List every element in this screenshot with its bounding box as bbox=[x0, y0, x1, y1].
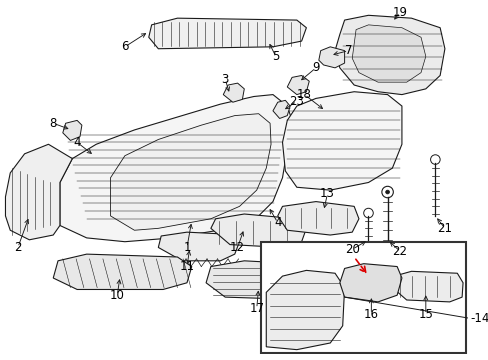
Polygon shape bbox=[287, 76, 308, 95]
Polygon shape bbox=[223, 83, 244, 102]
Text: 16: 16 bbox=[363, 308, 378, 321]
Text: 6: 6 bbox=[121, 40, 128, 53]
Text: 7: 7 bbox=[344, 44, 351, 57]
Text: 4: 4 bbox=[73, 136, 81, 149]
Polygon shape bbox=[5, 144, 72, 240]
Text: 3: 3 bbox=[221, 73, 228, 86]
Text: 21: 21 bbox=[437, 222, 451, 235]
Text: 1: 1 bbox=[183, 241, 190, 254]
Text: 4: 4 bbox=[273, 216, 281, 229]
Polygon shape bbox=[266, 270, 344, 350]
Polygon shape bbox=[60, 95, 291, 242]
Text: 19: 19 bbox=[392, 6, 407, 19]
Bar bbox=[260, 242, 465, 352]
Text: 10: 10 bbox=[110, 289, 124, 302]
Polygon shape bbox=[282, 92, 401, 190]
Polygon shape bbox=[277, 202, 358, 235]
Polygon shape bbox=[158, 232, 239, 261]
Polygon shape bbox=[318, 47, 344, 68]
Text: 11: 11 bbox=[179, 260, 194, 273]
Polygon shape bbox=[391, 271, 462, 302]
Polygon shape bbox=[53, 254, 191, 289]
Polygon shape bbox=[205, 261, 310, 299]
Circle shape bbox=[385, 190, 389, 194]
Polygon shape bbox=[351, 25, 425, 82]
Text: 13: 13 bbox=[319, 188, 334, 201]
Text: 23: 23 bbox=[289, 95, 304, 108]
Polygon shape bbox=[334, 15, 444, 95]
Text: 15: 15 bbox=[418, 308, 432, 321]
Polygon shape bbox=[62, 120, 81, 140]
Polygon shape bbox=[339, 264, 401, 302]
Text: 9: 9 bbox=[311, 61, 319, 75]
Text: -14: -14 bbox=[470, 312, 488, 325]
Text: 8: 8 bbox=[49, 117, 57, 130]
Text: 18: 18 bbox=[296, 88, 311, 101]
Polygon shape bbox=[148, 18, 306, 49]
Text: 20: 20 bbox=[344, 243, 359, 256]
Text: 17: 17 bbox=[249, 302, 264, 315]
Text: 12: 12 bbox=[230, 241, 244, 254]
Text: 22: 22 bbox=[392, 245, 407, 258]
Text: 5: 5 bbox=[272, 50, 279, 63]
Text: 2: 2 bbox=[14, 241, 21, 254]
Polygon shape bbox=[110, 114, 270, 230]
Polygon shape bbox=[210, 214, 306, 247]
Polygon shape bbox=[272, 100, 289, 118]
